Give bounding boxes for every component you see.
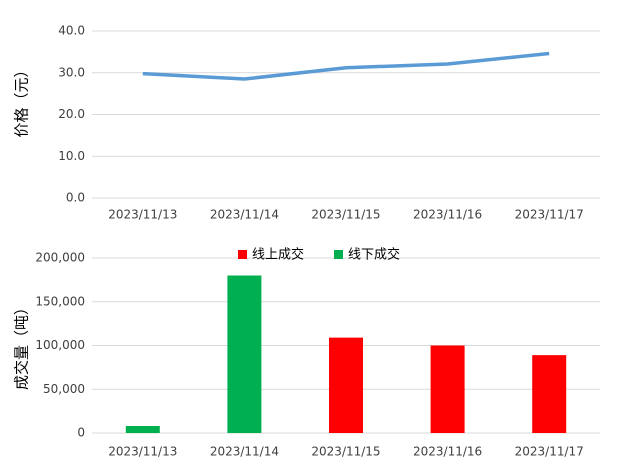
- legend-label: 线上成交: [252, 247, 304, 263]
- x-tick-label: 2023/11/13: [108, 208, 177, 222]
- legend-label: 线下成交: [348, 247, 400, 263]
- y-axis-label: 价格（元）: [13, 62, 31, 137]
- y-tick-label: 150,000: [35, 294, 85, 308]
- bar: [329, 337, 363, 433]
- y-tick-label: 20.0: [58, 107, 85, 121]
- x-tick-label: 2023/11/17: [515, 208, 584, 222]
- x-tick-label: 2023/11/14: [210, 445, 279, 459]
- y-tick-label: 10.0: [58, 149, 85, 163]
- bar: [532, 355, 567, 433]
- x-tick-label: 2023/11/15: [311, 445, 380, 459]
- x-tick-label: 2023/11/15: [311, 208, 380, 222]
- x-tick-label: 2023/11/13: [108, 445, 177, 459]
- y-axis-label: 成交量（吨）: [13, 300, 31, 390]
- y-tick-label: 50,000: [43, 382, 85, 396]
- x-tick-label: 2023/11/17: [515, 445, 584, 459]
- line: [142, 51, 550, 81]
- y-tick-label: 100,000: [35, 338, 85, 352]
- bar: [227, 275, 262, 433]
- y-tick-label: 0.0: [66, 191, 85, 205]
- bar: [125, 426, 160, 433]
- y-tick-label: 30.0: [58, 65, 85, 79]
- y-tick-label: 200,000: [35, 251, 85, 265]
- legend-swatch: [334, 250, 343, 259]
- legend-swatch: [238, 250, 247, 259]
- y-tick-label: 40.0: [58, 24, 85, 38]
- y-tick-label: 0: [77, 426, 85, 440]
- x-tick-label: 2023/11/16: [413, 445, 482, 459]
- x-tick-label: 2023/11/16: [413, 208, 482, 222]
- bar: [430, 345, 465, 433]
- x-tick-label: 2023/11/14: [210, 208, 279, 222]
